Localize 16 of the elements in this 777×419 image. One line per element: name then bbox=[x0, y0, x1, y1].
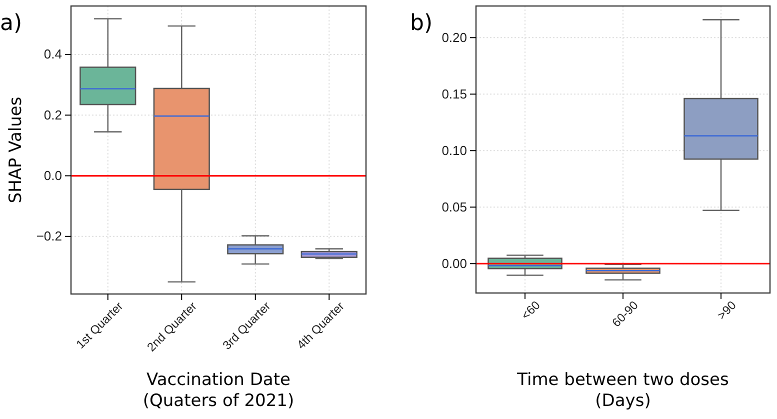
y-tick-label: 0.20 bbox=[442, 30, 467, 45]
x-axis-title: Vaccination Date (Quaters of 2021) bbox=[142, 370, 294, 411]
y-tick-label: 0.4 bbox=[44, 46, 62, 62]
y-tick-label: 0.00 bbox=[442, 256, 467, 271]
y-tick-label: −0.2 bbox=[36, 228, 62, 244]
y-tick-label: 0.2 bbox=[44, 107, 62, 122]
x-tick-label: <60 bbox=[518, 298, 544, 322]
y-tick-label: 0.10 bbox=[442, 142, 467, 158]
y-tick-label: 0.0 bbox=[44, 168, 62, 183]
chart-title: b) bbox=[410, 11, 433, 36]
y-tick-label: 0.15 bbox=[442, 86, 467, 102]
y-tick-label: 0.05 bbox=[442, 199, 467, 214]
x-axis-title: Time between two doses (Days) bbox=[516, 370, 729, 411]
x-tick-label: >90 bbox=[714, 298, 740, 322]
chart-title: a) bbox=[0, 11, 22, 36]
y-axis-title: SHAP Values bbox=[6, 96, 26, 204]
